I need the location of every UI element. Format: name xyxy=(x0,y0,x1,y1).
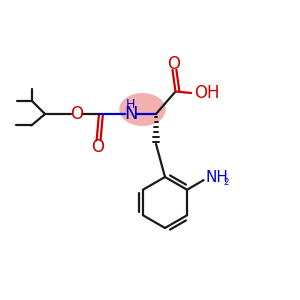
Text: N: N xyxy=(124,105,137,123)
Text: H: H xyxy=(126,98,135,111)
Text: NH: NH xyxy=(206,170,229,185)
Text: O: O xyxy=(92,138,105,156)
Text: OH: OH xyxy=(194,84,220,102)
Ellipse shape xyxy=(119,93,166,126)
Text: O: O xyxy=(167,55,181,73)
Text: O: O xyxy=(70,105,83,123)
Text: $_2$: $_2$ xyxy=(223,175,230,188)
